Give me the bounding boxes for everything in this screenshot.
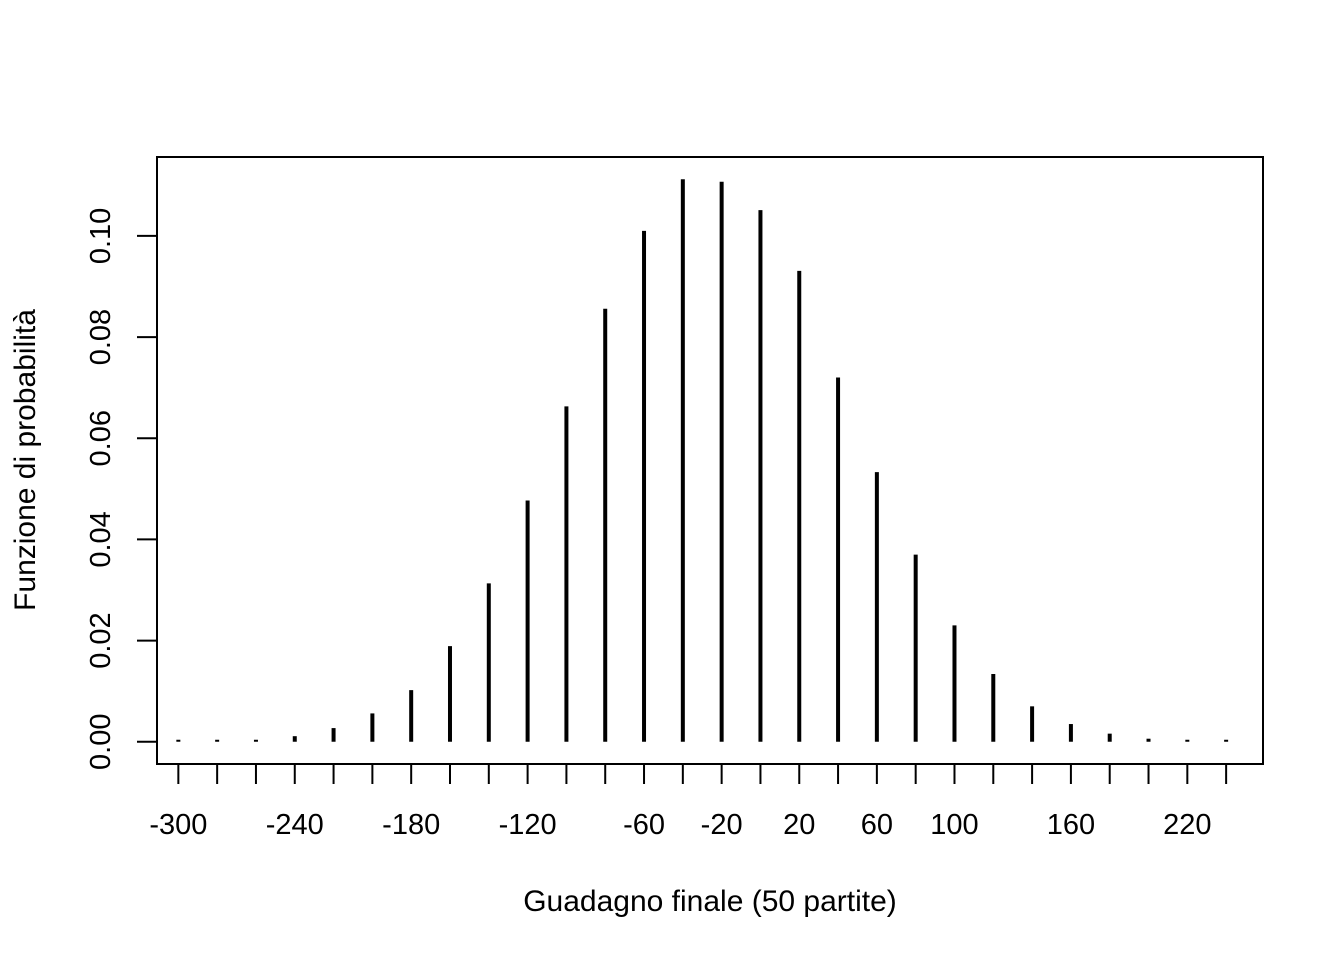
x-axis-label: Guadagno finale (50 partite) [523,885,897,918]
y-axis: 0.00 0.02 0.04 0.06 0.08 0.10 [85,208,158,770]
x-tick-label: 160 [1047,809,1095,841]
x-tick-label: -120 [499,809,557,841]
y-tick-label: 0.06 [85,410,117,466]
x-axis: -300 -240 -180 -120 -60 -20 20 60 100 160 220 [149,763,1228,841]
x-tick-label: 220 [1163,809,1211,841]
y-tick-label: 0.08 [85,309,117,365]
x-tick-label: -20 [701,809,743,841]
y-axis-label: Funzione di probabilità [9,309,42,611]
bars-group [176,179,1229,742]
x-tick-label: -180 [382,809,440,841]
x-tick-label: -60 [623,809,665,841]
x-tick-label: -240 [266,809,324,841]
plot-frame [156,156,1264,765]
y-tick-label: 0.04 [85,511,117,567]
y-tick-label: 0.00 [85,714,117,770]
x-tick-label: 20 [783,809,815,841]
x-tick-label: 100 [930,809,978,841]
x-tick-label: 60 [861,809,893,841]
y-tick-label: 0.10 [85,208,117,264]
y-tick-label: 0.02 [85,612,117,668]
x-tick-label: -300 [149,809,207,841]
